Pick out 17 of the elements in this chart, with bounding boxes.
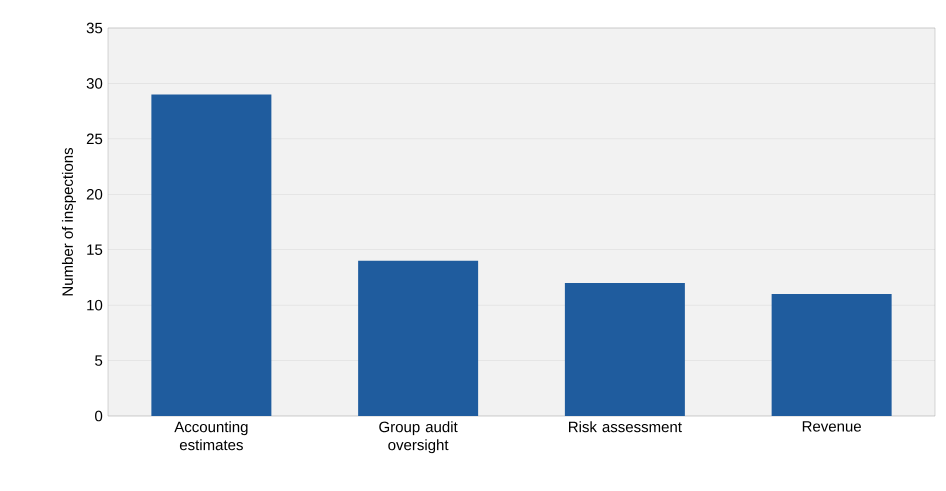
x-tick-label: Risk assessment (569, 421, 682, 432)
bar (564, 282, 685, 416)
x-tick-label: Accounting estimates (174, 421, 248, 450)
x-tick-label: Group audit oversight (379, 421, 458, 454)
y-tick-label: 5 (95, 355, 102, 366)
y-tick-label: 35 (86, 22, 102, 34)
y-tick-label: 15 (87, 244, 102, 255)
y-axis-title: Number of inspections (62, 148, 76, 296)
bar (151, 94, 272, 416)
y-tick-label: 30 (86, 78, 102, 89)
y-tick-label: 25 (86, 134, 102, 144)
x-tick-label: Revenue (802, 421, 861, 432)
bar (772, 294, 892, 416)
y-tick-label: 10 (87, 300, 102, 310)
y-tick-label: 0 (95, 410, 102, 422)
y-tick-label: 20 (86, 188, 102, 200)
bar (358, 260, 478, 416)
